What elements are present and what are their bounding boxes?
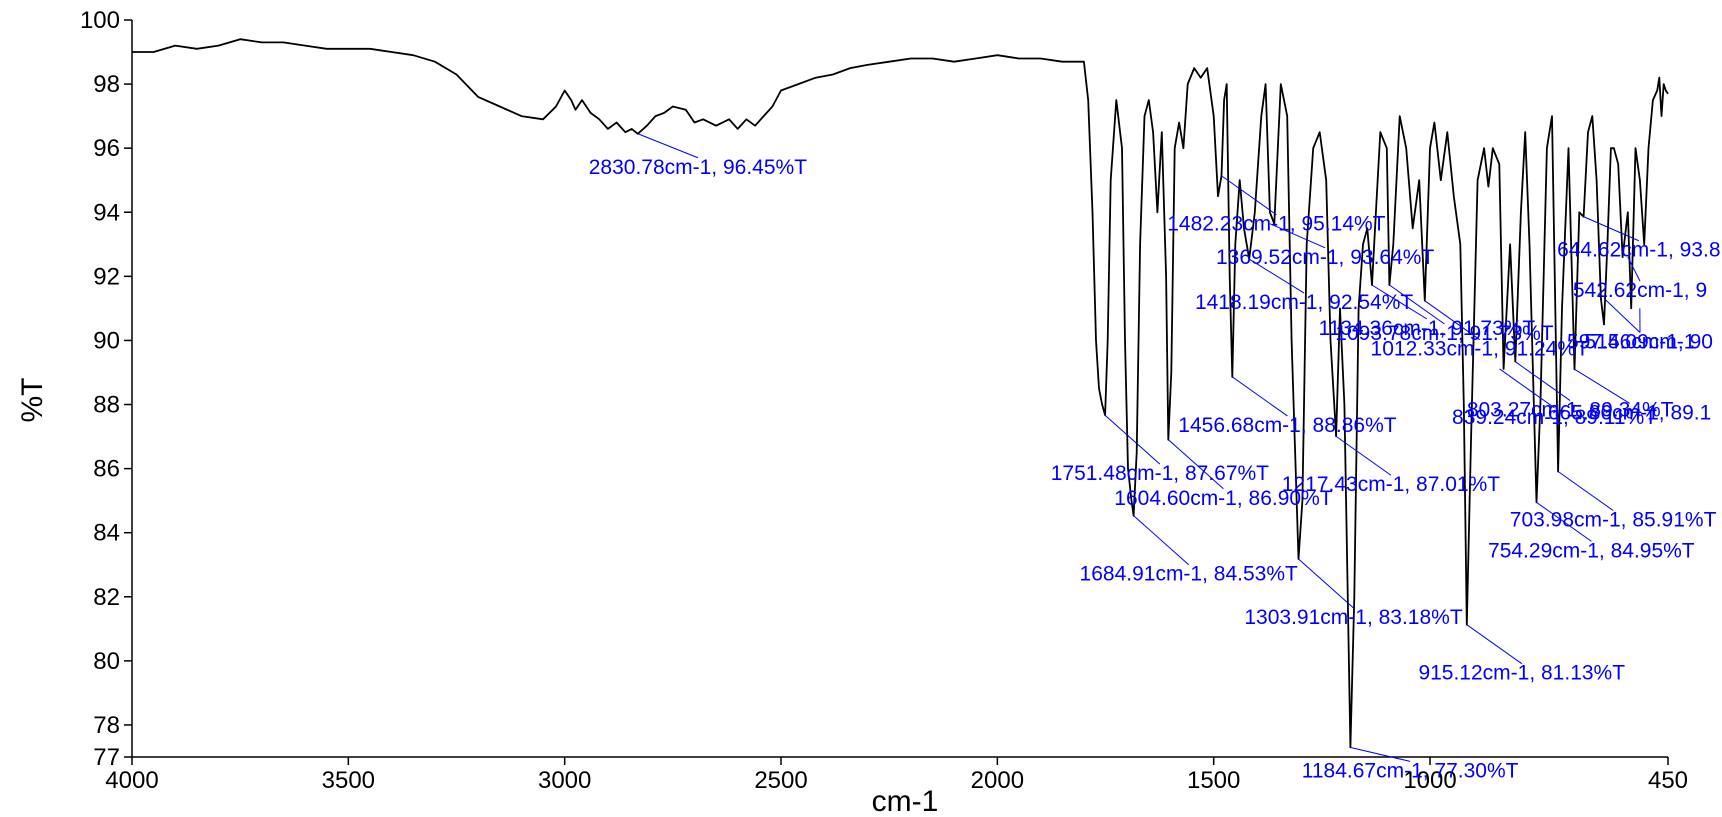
peak-leader-line — [1603, 298, 1641, 333]
peak-leader-line — [1536, 501, 1592, 542]
peak-label: 1456.68cm-1, 88.86%T — [1178, 414, 1396, 437]
peak-leader-line — [1298, 558, 1354, 609]
peak-leader-line — [1424, 300, 1480, 341]
x-axis-title: cm-1 — [872, 785, 939, 817]
y-tick-label: 98 — [93, 71, 120, 98]
peak-label: 803.27cm-1, 89.34%T — [1467, 399, 1674, 422]
peak-leader-line — [1269, 223, 1326, 249]
peak-leader-line — [1627, 256, 1641, 282]
peak-label: 754.29cm-1, 84.95%T — [1488, 539, 1695, 562]
x-tick-label: 2500 — [754, 767, 807, 794]
peak-label: 1684.91cm-1, 84.53%T — [1080, 563, 1298, 586]
peak-leader-line — [1466, 624, 1523, 665]
y-tick-label: 86 — [93, 456, 120, 483]
y-tick-label: 96 — [93, 135, 120, 162]
peak-leader-line — [1371, 284, 1428, 320]
peak-label: 1369.52cm-1, 93.64%T — [1216, 246, 1434, 269]
x-tick-label: 2000 — [971, 767, 1024, 794]
y-tick-label: 82 — [93, 584, 120, 611]
peak-label: 703.98cm-1, 85.91%T — [1510, 508, 1717, 531]
peak-leader-line — [1104, 414, 1161, 465]
spectrum-line — [132, 38, 1669, 749]
peak-label: 2830.78cm-1, 96.45%T — [589, 156, 807, 179]
series — [132, 38, 1669, 749]
peak-label: 1303.91cm-1, 83.18%T — [1244, 606, 1462, 629]
peak-leader-line — [1583, 216, 1639, 242]
peak-label: 1418.19cm-1, 92.54%T — [1195, 291, 1413, 314]
peak-leader-line — [637, 133, 699, 159]
peak-label: 542.62cm-1, 9 — [1573, 279, 1707, 302]
x-tick-label: 1500 — [1187, 767, 1240, 794]
peak-label: 1217.43cm-1, 87.01%T — [1282, 473, 1500, 496]
y-tick-label: 90 — [93, 327, 120, 354]
ticks: 4000 3500 3000 2500 2000 1500 1000 450 77 78 80 82 8… — [80, 7, 1688, 794]
peak-label: 1482.23cm-1, 95.14%T — [1167, 213, 1385, 236]
x-tick-label: 4000 — [105, 767, 158, 794]
peak-label: 839.24cm-1, 89.11%T — [1452, 406, 1657, 429]
y-tick-label: 84 — [93, 520, 120, 547]
peak-leader-line — [1499, 368, 1555, 409]
x-tick-label: 1000 — [1403, 767, 1456, 794]
axes — [131, 20, 1668, 758]
x-tick-label: 450 — [1648, 767, 1688, 794]
y-axis-title: %T — [16, 378, 49, 423]
peak-leader-line — [1350, 746, 1411, 762]
peak-annotations: 2830.78cm-1, 96.45%T 1751.48cm-1, 87.67%T… — [589, 133, 1721, 782]
y-tick-label: 88 — [93, 392, 120, 419]
peak-label: 1604.60cm-1, 86.90%T — [1114, 487, 1332, 510]
y-tick-label: 80 — [93, 648, 120, 675]
peak-label: 1751.48cm-1, 87.67%T — [1051, 462, 1269, 485]
peak-leader-line — [1574, 368, 1630, 404]
peak-label: 1093.78cm-1, 91.73%T — [1335, 322, 1553, 345]
peak-label: 915.12cm-1, 81.13%T — [1418, 662, 1625, 685]
peak-leader-line — [1557, 471, 1614, 511]
x-tick-label: 3000 — [538, 767, 591, 794]
y-tick-label: 77 — [93, 744, 120, 771]
peak-leader-line — [1168, 439, 1224, 490]
y-tick-label: 92 — [93, 263, 120, 290]
x-tick-label: 3500 — [322, 767, 375, 794]
peak-leader-line — [1221, 175, 1277, 216]
y-tick-label: 78 — [93, 712, 120, 739]
peak-label: 597.46cm-1, 90 — [1567, 330, 1713, 353]
peak-label: 1012.33cm-1, 91.24%T — [1371, 338, 1589, 361]
y-tick-label: 100 — [80, 7, 120, 34]
peak-leader-line — [1335, 435, 1392, 476]
peak-label: 515.09cm-1 — [1585, 330, 1696, 353]
peak-leader-line — [1248, 258, 1305, 294]
peak-label: 1134.36cm-1, 91.73%T — [1319, 317, 1536, 340]
peak-label: 644.62cm-1, 93.8 — [1557, 239, 1720, 262]
peak-leader-line — [1514, 361, 1571, 401]
y-tick-label: 94 — [93, 199, 120, 226]
peak-leader-line — [1232, 376, 1288, 417]
peak-label: 665.86cm-1, 89.1 — [1548, 401, 1711, 424]
peak-leader-line — [1389, 284, 1445, 325]
peak-label: 1184.67cm-1, 77.30%T — [1302, 759, 1519, 782]
peak-leader-line — [1133, 515, 1190, 566]
